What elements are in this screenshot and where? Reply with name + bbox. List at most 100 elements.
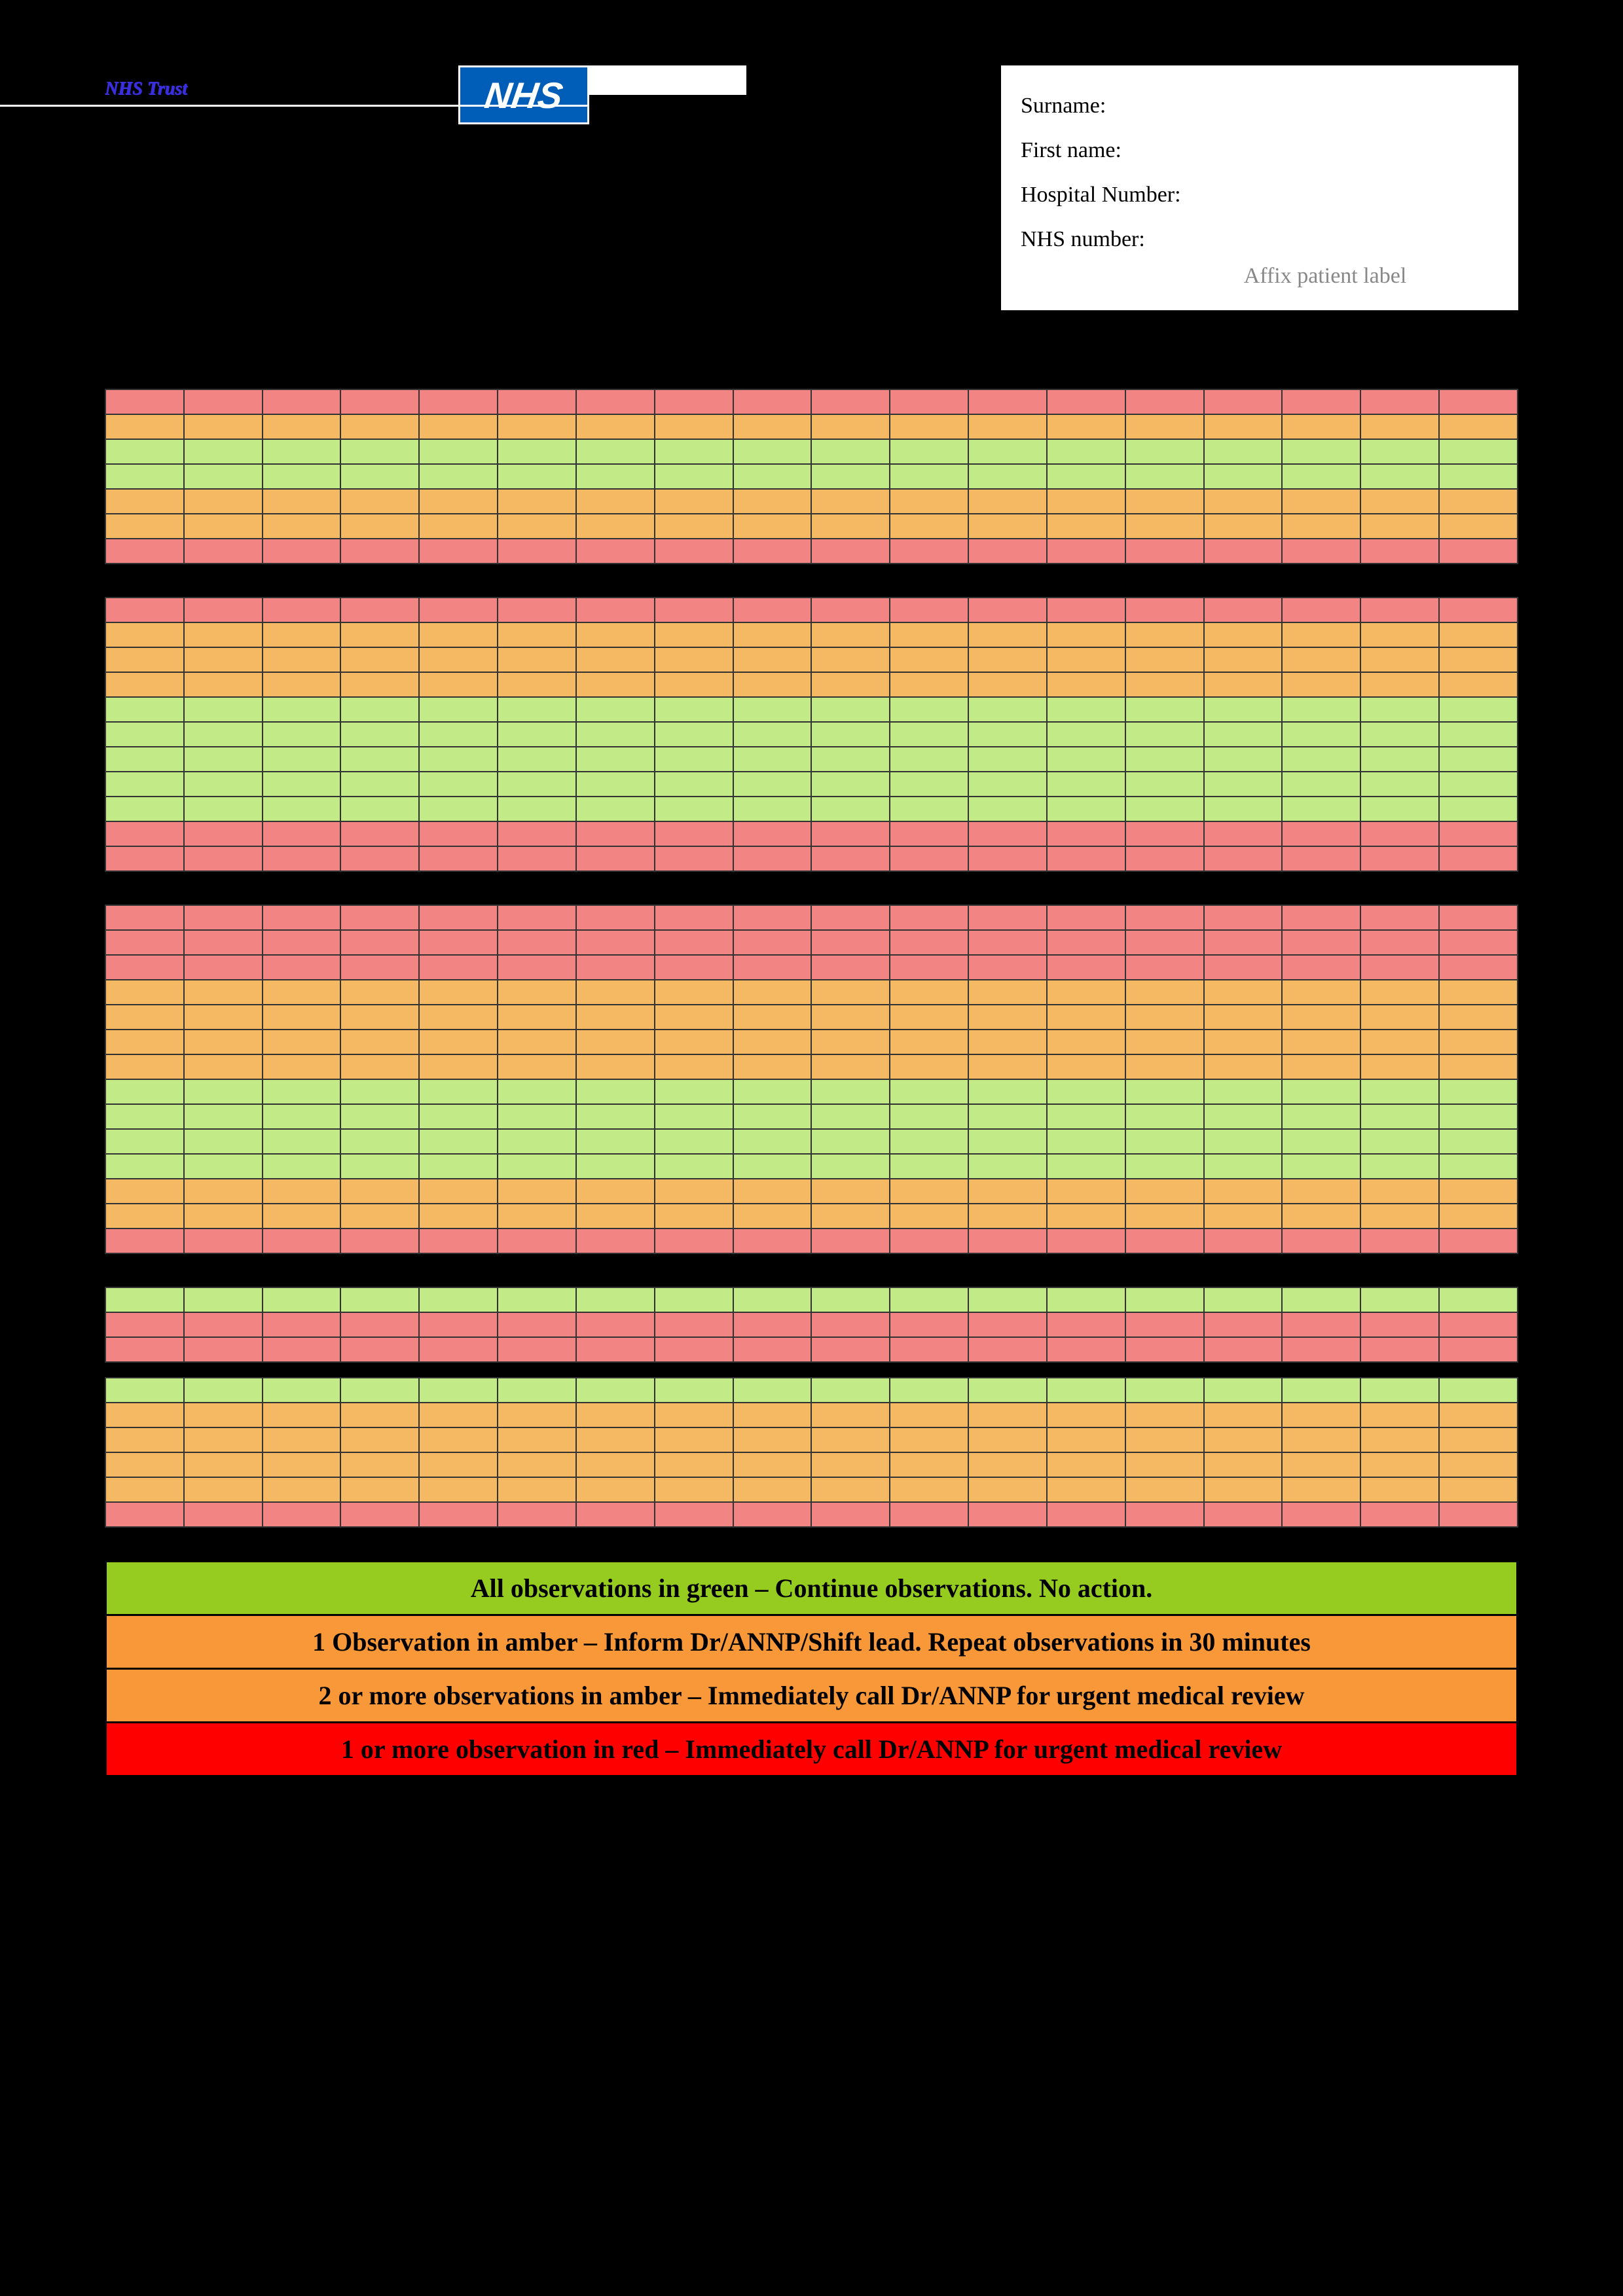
obs-cell[interactable] <box>263 1337 341 1362</box>
obs-cell[interactable] <box>263 930 341 955</box>
obs-cell[interactable] <box>340 1502 419 1527</box>
obs-cell[interactable] <box>733 489 812 514</box>
obs-cell[interactable] <box>184 1502 263 1527</box>
obs-cell[interactable] <box>105 980 184 1005</box>
obs-cell[interactable] <box>263 1129 341 1154</box>
obs-cell[interactable] <box>340 1403 419 1427</box>
obs-cell[interactable] <box>105 1129 184 1154</box>
obs-cell[interactable] <box>811 821 890 846</box>
obs-cell[interactable] <box>1360 797 1439 821</box>
obs-cell[interactable] <box>184 464 263 489</box>
obs-cell[interactable] <box>733 772 812 797</box>
obs-cell[interactable] <box>733 464 812 489</box>
obs-cell[interactable] <box>1360 697 1439 722</box>
obs-cell[interactable] <box>655 821 733 846</box>
obs-cell[interactable] <box>105 955 184 980</box>
obs-cell[interactable] <box>576 1005 655 1030</box>
obs-cell[interactable] <box>890 489 968 514</box>
obs-cell[interactable] <box>1047 1312 1125 1337</box>
obs-cell[interactable] <box>1360 439 1439 464</box>
obs-cell[interactable] <box>1360 1337 1439 1362</box>
obs-cell[interactable] <box>811 1054 890 1079</box>
obs-cell[interactable] <box>576 489 655 514</box>
obs-cell[interactable] <box>890 1403 968 1427</box>
obs-cell[interactable] <box>184 697 263 722</box>
obs-cell[interactable] <box>184 1427 263 1452</box>
obs-cell[interactable] <box>1125 846 1204 871</box>
obs-cell[interactable] <box>811 514 890 539</box>
obs-cell[interactable] <box>811 489 890 514</box>
obs-cell[interactable] <box>1047 514 1125 539</box>
obs-cell[interactable] <box>419 797 498 821</box>
obs-cell[interactable] <box>1204 647 1283 672</box>
obs-cell[interactable] <box>1360 1179 1439 1204</box>
obs-cell[interactable] <box>419 414 498 439</box>
obs-cell[interactable] <box>184 772 263 797</box>
obs-cell[interactable] <box>655 464 733 489</box>
obs-cell[interactable] <box>576 1312 655 1337</box>
obs-cell[interactable] <box>1360 1005 1439 1030</box>
obs-cell[interactable] <box>1439 1129 1518 1154</box>
obs-cell[interactable] <box>184 1312 263 1337</box>
obs-cell[interactable] <box>340 1005 419 1030</box>
obs-cell[interactable] <box>1204 1312 1283 1337</box>
obs-cell[interactable] <box>1204 1427 1283 1452</box>
obs-cell[interactable] <box>968 1154 1047 1179</box>
obs-cell[interactable] <box>1125 1229 1204 1253</box>
obs-cell[interactable] <box>1282 1452 1360 1477</box>
obs-cell[interactable] <box>733 1502 812 1527</box>
obs-cell[interactable] <box>263 1403 341 1427</box>
obs-cell[interactable] <box>419 464 498 489</box>
obs-cell[interactable] <box>184 647 263 672</box>
obs-cell[interactable] <box>1125 1427 1204 1452</box>
obs-cell[interactable] <box>1282 1378 1360 1403</box>
obs-cell[interactable] <box>968 622 1047 647</box>
obs-cell[interactable] <box>733 1204 812 1229</box>
obs-cell[interactable] <box>733 389 812 414</box>
obs-cell[interactable] <box>1439 1312 1518 1337</box>
obs-cell[interactable] <box>1047 846 1125 871</box>
obs-cell[interactable] <box>733 980 812 1005</box>
obs-cell[interactable] <box>811 955 890 980</box>
obs-cell[interactable] <box>655 622 733 647</box>
obs-cell[interactable] <box>733 1452 812 1477</box>
obs-cell[interactable] <box>419 439 498 464</box>
obs-cell[interactable] <box>890 1129 968 1154</box>
obs-cell[interactable] <box>811 930 890 955</box>
obs-cell[interactable] <box>968 464 1047 489</box>
obs-cell[interactable] <box>184 980 263 1005</box>
obs-cell[interactable] <box>105 1104 184 1129</box>
obs-cell[interactable] <box>105 905 184 930</box>
obs-cell[interactable] <box>655 747 733 772</box>
obs-cell[interactable] <box>655 539 733 564</box>
obs-cell[interactable] <box>1439 821 1518 846</box>
obs-cell[interactable] <box>184 1477 263 1502</box>
obs-cell[interactable] <box>1360 1129 1439 1154</box>
obs-cell[interactable] <box>576 464 655 489</box>
obs-cell[interactable] <box>498 821 576 846</box>
obs-cell[interactable] <box>105 1378 184 1403</box>
obs-cell[interactable] <box>184 598 263 622</box>
obs-cell[interactable] <box>968 1079 1047 1104</box>
obs-cell[interactable] <box>1204 1452 1283 1477</box>
obs-cell[interactable] <box>105 464 184 489</box>
obs-cell[interactable] <box>1204 1104 1283 1129</box>
obs-cell[interactable] <box>1360 539 1439 564</box>
obs-cell[interactable] <box>1204 1502 1283 1527</box>
obs-cell[interactable] <box>733 747 812 772</box>
obs-cell[interactable] <box>498 1403 576 1427</box>
obs-cell[interactable] <box>1439 1204 1518 1229</box>
obs-cell[interactable] <box>1125 1079 1204 1104</box>
obs-cell[interactable] <box>811 772 890 797</box>
obs-cell[interactable] <box>498 1005 576 1030</box>
obs-cell[interactable] <box>105 1005 184 1030</box>
obs-cell[interactable] <box>733 955 812 980</box>
obs-cell[interactable] <box>733 1427 812 1452</box>
obs-cell[interactable] <box>1204 539 1283 564</box>
obs-cell[interactable] <box>1047 1452 1125 1477</box>
obs-cell[interactable] <box>1282 1502 1360 1527</box>
obs-cell[interactable] <box>890 747 968 772</box>
obs-cell[interactable] <box>1204 514 1283 539</box>
obs-cell[interactable] <box>498 1378 576 1403</box>
obs-cell[interactable] <box>419 1104 498 1129</box>
